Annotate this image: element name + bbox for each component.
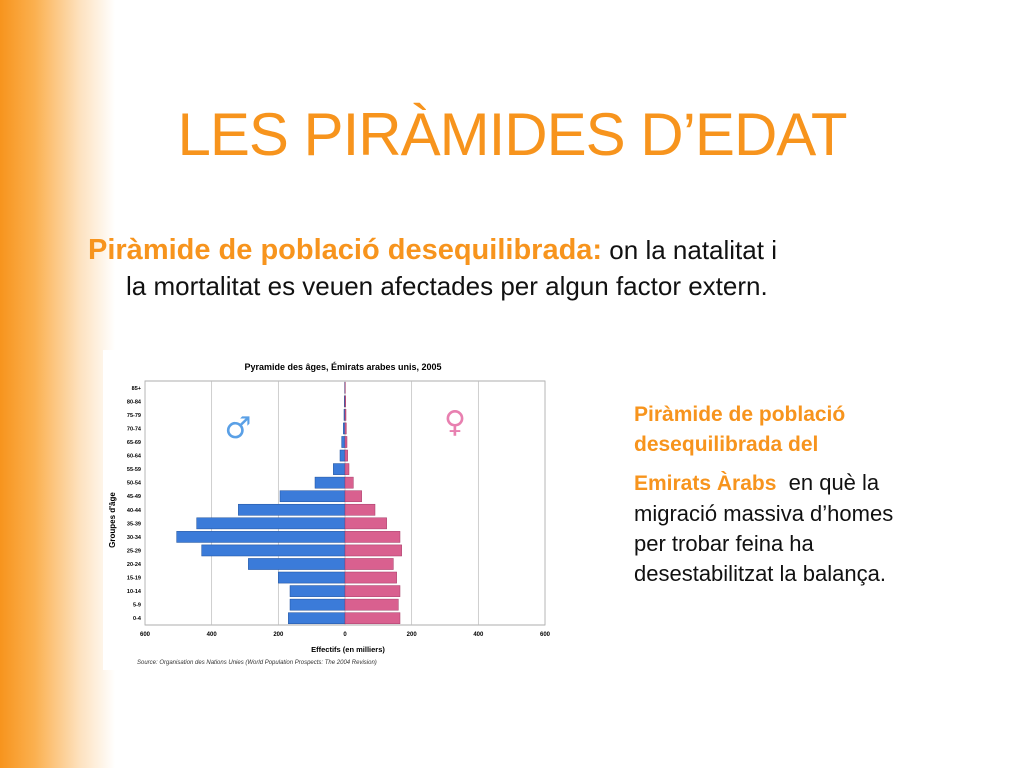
female-bar-45-49 <box>344 490 362 503</box>
male-bar-15-19 <box>278 571 346 584</box>
x-tick-label: 0 <box>343 632 347 638</box>
side-highlight-2: desequilibrada del <box>634 433 819 456</box>
intro-paragraph: Piràmide de població desequilibrada: on … <box>88 232 948 304</box>
female-bar-80-84 <box>344 395 346 408</box>
male-bar-5-9 <box>289 598 346 611</box>
male-bar-0-4 <box>288 612 346 625</box>
y-tick-label: 30-34 <box>127 535 142 541</box>
x-tick-label: 400 <box>207 632 218 638</box>
female-bar-10-14 <box>344 585 401 597</box>
y-tick-label: 15-19 <box>127 576 141 582</box>
male-bar-55-59 <box>333 463 346 475</box>
y-tick-label: 20-24 <box>127 562 142 568</box>
female-bar-55-59 <box>344 463 350 475</box>
y-tick-label: 25-29 <box>127 548 141 554</box>
female-bar-40-44 <box>344 503 376 516</box>
male-bar-70-74 <box>343 422 346 435</box>
chart-title: Pyramide des âges, Émirats arabes unis, … <box>244 362 441 372</box>
side-text-2: migració massiva d’homes <box>634 501 894 526</box>
female-bar-15-19 <box>344 571 397 584</box>
slide-title: LES PIRÀMIDES D’EDAT <box>177 101 847 168</box>
chart-source: Source: Organisation des Nations Unies (… <box>137 660 377 666</box>
male-bar-20-24 <box>248 558 346 570</box>
intro-highlight: Piràmide de població desequilibrada: <box>88 234 603 266</box>
x-tick-label: 600 <box>140 632 151 638</box>
x-tick-label: 200 <box>273 632 284 638</box>
male-bar-30-34 <box>176 531 346 543</box>
female-bar-0-4 <box>344 612 401 625</box>
female-bar-75-79 <box>344 409 347 421</box>
side-highlight-1: Piràmide de població <box>634 403 846 426</box>
male-symbol: ♂ <box>225 411 252 446</box>
side-description: Piràmide de població desequilibrada del … <box>634 400 964 589</box>
y-tick-label: 50-54 <box>127 481 142 487</box>
female-bar-60-64 <box>344 449 348 462</box>
side-highlight-3: Emirats Àrabs <box>634 472 777 495</box>
y-tick-label: 5-9 <box>133 603 141 609</box>
x-tick-label: 400 <box>473 632 484 638</box>
side-text-3: per trobar feina ha <box>634 531 814 556</box>
female-bar-20-24 <box>344 558 394 570</box>
y-tick-label: 75-79 <box>127 413 141 419</box>
male-bar-25-29 <box>201 544 346 557</box>
x-tick-label: 600 <box>540 632 551 638</box>
y-tick-label: 55-59 <box>127 467 141 473</box>
y-tick-label: 35-39 <box>127 521 141 527</box>
male-bar-65-69 <box>341 436 346 448</box>
female-symbol: ♀ <box>444 405 466 440</box>
y-tick-label: 85+ <box>132 386 141 392</box>
x-axis-label: Effectifs (en milliers) <box>311 645 385 654</box>
y-tick-label: 65-69 <box>127 440 141 446</box>
male-bar-35-39 <box>196 517 346 530</box>
male-bar-45-49 <box>279 490 346 503</box>
side-gradient-bar <box>0 0 115 768</box>
male-bar-10-14 <box>289 585 346 597</box>
female-bar-35-39 <box>344 517 387 530</box>
male-bar-40-44 <box>238 503 346 516</box>
side-text-4: desestabilitzat la balança. <box>634 561 886 586</box>
y-tick-label: 40-44 <box>127 508 142 514</box>
intro-text-1: on la natalitat i <box>602 235 777 265</box>
female-bar-5-9 <box>344 598 399 611</box>
y-tick-label: 10-14 <box>127 589 142 595</box>
y-tick-label: 70-74 <box>127 426 142 432</box>
side-text-1: en què la <box>776 470 880 495</box>
male-bar-50-54 <box>314 476 346 489</box>
population-pyramid-chart: Pyramide des âges, Émirats arabes unis, … <box>103 350 554 670</box>
intro-text-2: la mortalitat es veuen afectades per alg… <box>126 271 768 301</box>
pyramid-svg: Pyramide des âges, Émirats arabes unis, … <box>108 362 551 666</box>
y-axis-label: Groupes d'âge <box>108 492 117 548</box>
male-bar-60-64 <box>339 449 346 462</box>
y-tick-label: 45-49 <box>127 494 141 500</box>
female-bar-30-34 <box>344 531 401 543</box>
y-tick-label: 80-84 <box>127 399 142 405</box>
female-bar-25-29 <box>344 544 402 557</box>
x-tick-label: 200 <box>407 632 418 638</box>
female-bar-50-54 <box>344 476 354 489</box>
y-tick-label: 0-4 <box>133 616 142 622</box>
y-tick-label: 60-64 <box>127 454 142 460</box>
female-bar-70-74 <box>344 422 347 435</box>
female-bar-65-69 <box>344 436 348 448</box>
